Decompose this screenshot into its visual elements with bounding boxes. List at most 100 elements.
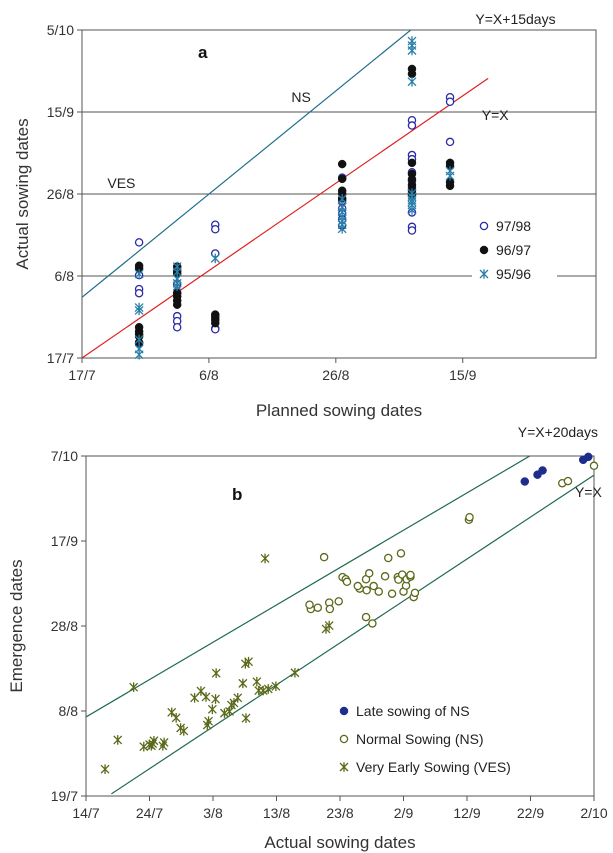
- legend-label-normal-sowing-ns: Normal Sowing (NS): [356, 731, 484, 747]
- annotations-b: Y=X+20days Y=X: [518, 424, 603, 500]
- data-point: [219, 708, 229, 718]
- x-tick-label: 17/7: [68, 367, 95, 383]
- data-point: [158, 741, 168, 751]
- data-points-a: [134, 36, 455, 360]
- x-tick-label: 2/9: [394, 805, 414, 821]
- x-tick-label: 13/8: [263, 805, 290, 821]
- legend-marker-96-97: [479, 245, 489, 255]
- data-point: [305, 600, 314, 610]
- reference-lines-b: [86, 456, 594, 795]
- annotation-ves: VES: [107, 175, 135, 191]
- legend-marker-normal-sowing-ns: [339, 734, 349, 744]
- data-point: [211, 668, 221, 678]
- data-point: [324, 620, 334, 631]
- ticks-a: 17/7 6/8 26/8 15/9 17/7 6/8 26/8 15/9 5/10: [47, 22, 477, 383]
- y-tick-label: 5/10: [47, 22, 74, 38]
- data-point: [172, 322, 182, 332]
- x-tick-label: 26/8: [322, 367, 349, 383]
- x-tick-label: 14/7: [72, 805, 99, 821]
- data-point: [139, 741, 149, 752]
- data-point: [211, 225, 220, 234]
- data-point: [179, 726, 189, 736]
- y-tick-label: 6/8: [55, 268, 75, 284]
- data-point: [210, 253, 220, 264]
- legend-label-97-98: 97/98: [496, 218, 531, 234]
- data-point: [229, 698, 239, 708]
- data-point: [167, 707, 177, 718]
- y-tick-label: 17/7: [47, 350, 74, 366]
- y-tick-label: 8/8: [59, 703, 79, 719]
- data-point: [445, 171, 455, 181]
- data-point: [337, 194, 347, 204]
- series-95-96: [134, 36, 455, 360]
- x-tick-label: 12/9: [453, 805, 480, 821]
- data-point: [368, 619, 377, 628]
- y-tick-label: 19/7: [51, 788, 78, 804]
- data-point: [407, 45, 417, 56]
- data-points-b: [100, 452, 599, 775]
- data-point: [563, 476, 573, 486]
- data-point: [319, 552, 329, 562]
- data-point: [313, 603, 323, 612]
- data-point: [129, 682, 139, 692]
- data-point: [407, 205, 417, 215]
- annotation-y-x: Y=X: [482, 107, 510, 123]
- data-point: [171, 713, 181, 723]
- y-axis-label-b: Emergence dates: [7, 559, 26, 692]
- data-point: [134, 288, 144, 298]
- data-point: [584, 452, 593, 462]
- data-point: [172, 300, 182, 309]
- data-point: [396, 549, 406, 558]
- x-tick-label: 22/9: [517, 805, 544, 821]
- data-point: [134, 238, 144, 247]
- panel-b-label: b: [232, 485, 242, 504]
- data-point: [362, 586, 371, 595]
- data-point: [244, 656, 254, 667]
- x-tick-label: 2/10: [580, 805, 607, 821]
- data-point: [233, 693, 243, 703]
- data-point: [252, 676, 262, 687]
- legend-label-late-sowing-of-ns: Late sowing of NS: [356, 703, 470, 719]
- data-point: [407, 158, 417, 168]
- legend-a-bg: [472, 196, 557, 284]
- data-point: [204, 716, 214, 726]
- y-tick-label: 17/9: [51, 533, 78, 549]
- data-point: [445, 137, 455, 147]
- data-point: [445, 97, 455, 107]
- data-point: [290, 667, 300, 678]
- x-tick-label: 6/8: [199, 367, 219, 383]
- data-point: [172, 281, 182, 292]
- reference-line-y-x: [111, 474, 594, 795]
- data-point: [134, 269, 144, 279]
- x-tick-label: 23/8: [326, 805, 353, 821]
- data-point: [325, 604, 335, 614]
- series-late-sowing-of-ns: [520, 452, 593, 486]
- data-point: [337, 224, 347, 234]
- legend-b: Late sowing of NS Normal Sowing (NS) Very …: [339, 703, 511, 775]
- reference-line-y-x: [82, 77, 489, 358]
- x-axis-label-b: Actual sowing dates: [264, 833, 415, 852]
- data-point: [337, 159, 347, 169]
- x-tick-label: 3/8: [203, 805, 223, 821]
- data-point: [407, 121, 417, 130]
- panel-a-label: a: [198, 43, 208, 62]
- legend-label-96-97: 96/97: [496, 242, 531, 258]
- data-point: [353, 581, 363, 591]
- legend-marker-very-early-sowing-ves: [339, 762, 349, 772]
- data-point: [520, 477, 530, 486]
- data-point: [538, 466, 547, 475]
- data-point: [100, 764, 110, 775]
- data-point: [134, 305, 144, 316]
- legend-label-95-96: 95/96: [496, 266, 531, 282]
- x-tick-label: 24/7: [136, 805, 163, 821]
- data-point: [407, 76, 417, 87]
- data-point: [149, 735, 159, 746]
- x-axis-label-a: Planned sowing dates: [256, 401, 422, 420]
- legend-label-very-early-sowing-ves: Very Early Sowing (VES): [356, 759, 511, 775]
- data-point: [465, 512, 474, 522]
- series-97-98: [134, 92, 455, 348]
- y-tick-label: 26/8: [47, 186, 74, 202]
- data-point: [263, 684, 273, 694]
- y-axis-label-a: Actual sowing dates: [13, 118, 32, 269]
